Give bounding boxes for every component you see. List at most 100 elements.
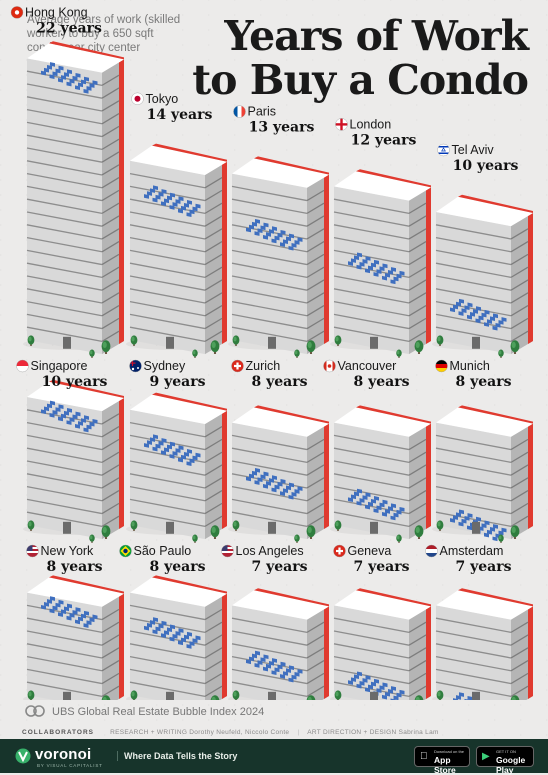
research-label: RESEARCH + WRITING	[110, 729, 187, 736]
tower-door	[268, 337, 276, 349]
years-label: 7 years	[252, 559, 308, 575]
tower-door	[63, 692, 71, 700]
tower-door	[370, 337, 378, 349]
years-label: 7 years	[354, 559, 410, 575]
city-label: Hong Kong	[25, 5, 88, 19]
germany-flag-icon	[436, 360, 448, 372]
switzerland-flag-icon	[232, 360, 244, 372]
city-label: Tokyo	[146, 92, 179, 106]
tower-door	[472, 692, 480, 700]
years-label: 8 years	[456, 374, 512, 390]
tree-icon	[89, 535, 94, 543]
app-store-button[interactable]:  Download on the App Store	[414, 746, 470, 767]
tower-door	[63, 337, 71, 349]
tower-accent-stripe	[324, 175, 329, 344]
app-store-small: Download on the	[434, 749, 464, 754]
england-flag-icon	[336, 118, 348, 130]
tree-icon	[396, 350, 401, 358]
city-label: Munich	[450, 359, 490, 373]
city-label: Amsterdam	[440, 544, 504, 558]
tree-icon	[211, 525, 220, 539]
tower-accent-stripe	[426, 606, 431, 699]
tree-icon	[89, 350, 94, 358]
city-label: Zurich	[246, 359, 281, 373]
tree-icon	[294, 350, 299, 358]
canada-flag-icon	[324, 360, 336, 372]
tower-door	[472, 337, 480, 349]
voronoi-logo-icon	[15, 748, 31, 764]
google-play-small: GET IT ON	[496, 749, 516, 754]
city-label: Geneva	[348, 544, 392, 558]
years-label: 8 years	[47, 559, 103, 575]
city-label: São Paulo	[134, 544, 192, 558]
collaborators-label: COLLABORATORS	[22, 729, 94, 736]
tower-accent-stripe	[528, 606, 533, 699]
years-label: 13 years	[249, 120, 315, 136]
tree-icon	[415, 525, 424, 539]
google-play-label: Google Play	[496, 755, 533, 775]
city-label: Singapore	[31, 359, 88, 373]
tower-accent-stripe	[222, 411, 227, 529]
brand-name: voronoi	[35, 746, 91, 763]
israel-flag-icon	[438, 144, 450, 156]
years-label: 7 years	[456, 559, 512, 575]
credits: COLLABORATORS RESEARCH + WRITING Dorothy…	[22, 729, 439, 736]
tower-door	[166, 692, 174, 700]
design-names: Sabrina Lam	[399, 729, 439, 736]
tree-icon	[415, 340, 424, 354]
tower-door	[63, 522, 71, 534]
tower-door	[268, 522, 276, 534]
city-label: New York	[41, 544, 95, 558]
design-label: ART DIRECTION + DESIGN	[307, 729, 396, 736]
tower-accent-stripe	[324, 606, 329, 699]
australia-flag-icon	[130, 360, 142, 372]
years-label: 22 years	[36, 20, 102, 36]
tower-accent-stripe	[528, 213, 533, 344]
tree-icon	[294, 535, 299, 543]
city-label: Tel Aviv	[452, 143, 495, 157]
city-label: Paris	[248, 105, 276, 119]
city-label: Vancouver	[338, 359, 397, 373]
years-label: 8 years	[354, 374, 410, 390]
tagline: Where Data Tells the Story	[117, 751, 237, 761]
tower-door	[166, 337, 174, 349]
hong-kong-flag-icon	[11, 6, 23, 18]
ubs-keys-icon	[25, 704, 45, 718]
tower-door	[370, 522, 378, 534]
tree-icon	[192, 535, 197, 543]
japan-flag-icon	[132, 93, 144, 105]
tower-front-face	[436, 605, 511, 700]
brazil-flag-icon	[120, 545, 132, 557]
tower-door	[370, 692, 378, 700]
city-label: London	[350, 117, 392, 131]
years-label: 8 years	[150, 559, 206, 575]
years-label: 9 years	[150, 374, 206, 390]
tree-icon	[211, 340, 220, 354]
tower-accent-stripe	[119, 59, 124, 344]
google-play-button[interactable]: ▶ GET IT ON Google Play	[476, 746, 534, 767]
tower-door	[472, 522, 480, 534]
usa-flag-icon	[27, 545, 39, 557]
brand-subtitle: BY VISUAL CAPITALIST	[37, 763, 103, 768]
app-store-label: App Store	[434, 755, 469, 775]
tower-front-face	[232, 605, 307, 700]
tower-accent-stripe	[528, 424, 533, 529]
tower-accent-stripe	[119, 594, 124, 699]
source-note: UBS Global Real Estate Bubble Index 2024	[52, 706, 264, 718]
tower-accent-stripe	[222, 594, 227, 699]
tree-icon	[192, 350, 197, 358]
netherlands-flag-icon	[426, 545, 438, 557]
